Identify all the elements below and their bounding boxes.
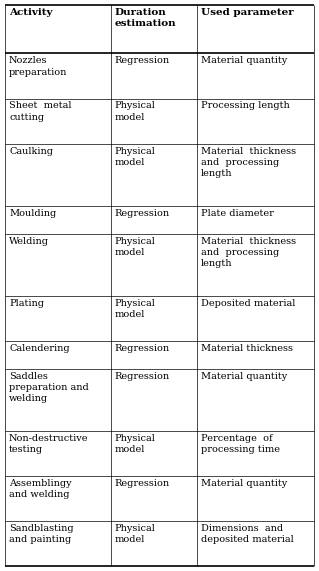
Text: Physical
model: Physical model [115,236,155,256]
Text: Duration
estimation: Duration estimation [115,8,176,28]
Text: Material thickness: Material thickness [201,344,293,353]
Text: Physical
model: Physical model [115,102,155,122]
Text: Material quantity: Material quantity [201,372,287,381]
Text: Assemblingy
and welding: Assemblingy and welding [9,479,72,499]
Text: Sheet  metal
cutting: Sheet metal cutting [9,102,71,122]
Text: Moulding: Moulding [9,209,56,218]
Text: Calendering: Calendering [9,344,70,353]
Text: Plate diameter: Plate diameter [201,209,273,218]
Text: Saddles
preparation and
welding: Saddles preparation and welding [9,372,89,403]
Text: Physical
model: Physical model [115,434,155,454]
Text: Regression: Regression [115,209,170,218]
Text: Regression: Regression [115,57,170,66]
Text: Percentage  of
processing time: Percentage of processing time [201,434,280,454]
Text: Physical
model: Physical model [115,299,155,319]
Text: Deposited material: Deposited material [201,299,295,308]
Text: Welding: Welding [9,236,49,246]
Text: Plating: Plating [9,299,44,308]
Text: Sandblasting
and painting: Sandblasting and painting [9,524,74,544]
Text: Physical
model: Physical model [115,524,155,544]
Text: Non-destructive
testing: Non-destructive testing [9,434,88,454]
Text: Nozzles
preparation: Nozzles preparation [9,57,67,77]
Text: Regression: Regression [115,372,170,381]
Text: Regression: Regression [115,344,170,353]
Text: Processing length: Processing length [201,102,289,111]
Text: Physical
model: Physical model [115,147,155,167]
Text: Dimensions  and
deposited material: Dimensions and deposited material [201,524,293,544]
Text: Activity: Activity [9,8,53,17]
Text: Material  thickness
and  processing
length: Material thickness and processing length [201,147,296,178]
Text: Material  thickness
and  processing
length: Material thickness and processing length [201,236,296,268]
Text: Material quantity: Material quantity [201,57,287,66]
Text: Material quantity: Material quantity [201,479,287,488]
Text: Caulking: Caulking [9,147,53,155]
Text: Used parameter: Used parameter [201,8,293,17]
Text: Regression: Regression [115,479,170,488]
